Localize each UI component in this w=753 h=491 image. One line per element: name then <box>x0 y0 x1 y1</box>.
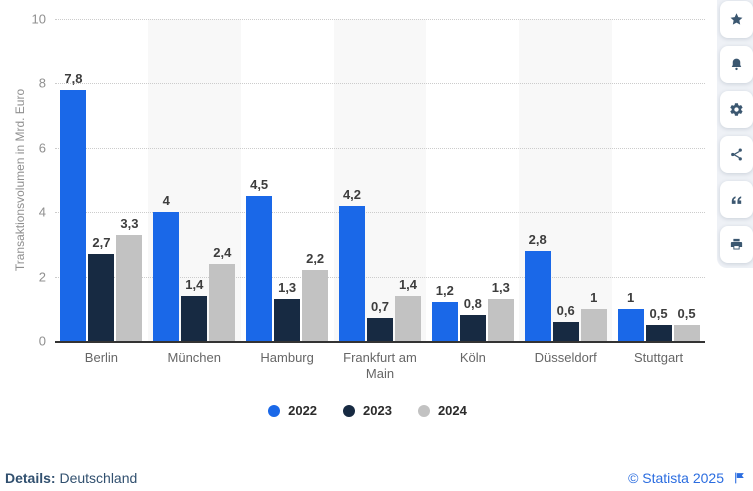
x-category-label: Hamburg <box>260 350 314 365</box>
legend: 2022 2023 2024 <box>0 403 735 418</box>
bar-2023-Hamburg[interactable] <box>274 299 301 341</box>
bar-2022-München[interactable] <box>153 212 180 341</box>
y-tick-label: 0 <box>38 333 46 349</box>
bar-2024-Frankfurt am Main[interactable] <box>395 295 421 341</box>
share-icon <box>731 148 742 161</box>
toolbar-sidebar <box>717 0 753 268</box>
bar-2024-Hamburg[interactable] <box>302 270 329 341</box>
value-label: 2,7 <box>92 235 111 251</box>
bar-2024-München[interactable] <box>209 263 236 341</box>
x-category-label: Berlin <box>84 350 119 365</box>
value-label: 1,3 <box>491 280 510 296</box>
legend-item-2023[interactable]: 2023 <box>343 403 392 418</box>
legend-marker <box>268 404 281 417</box>
value-label: 1,4 <box>185 276 204 292</box>
details-note: Details: Deutschland <box>5 470 137 486</box>
value-label: 4,2 <box>342 186 362 202</box>
details-value: Deutschland <box>55 470 138 486</box>
share-button[interactable] <box>720 136 753 173</box>
quote-button[interactable] <box>720 181 753 218</box>
bar-2023-München[interactable] <box>181 295 208 341</box>
value-label: 4 <box>162 193 170 209</box>
y-tick-label: 10 <box>31 11 46 27</box>
bar-2023-Düsseldorf[interactable] <box>552 321 579 341</box>
legend-label: 2023 <box>363 403 392 418</box>
gridline <box>55 212 705 214</box>
gridline <box>55 147 705 149</box>
bar-2022-Frankfurt am Main[interactable] <box>339 205 365 341</box>
gridline <box>55 83 705 85</box>
bar-2023-Frankfurt am Main[interactable] <box>367 318 393 341</box>
value-label: 0,7 <box>370 299 390 315</box>
bar-2024-Köln[interactable] <box>487 299 514 341</box>
legend-label: 2024 <box>437 403 467 418</box>
gridline <box>55 19 705 20</box>
x-category-label: Frankfurt am Main <box>343 350 417 381</box>
y-tick-label: 6 <box>38 140 46 156</box>
value-label: 0,5 <box>677 305 696 321</box>
x-category-label: Köln <box>459 350 486 365</box>
x-category-label: Stuttgart <box>633 350 684 365</box>
printer-icon <box>730 238 743 250</box>
bar-2024-Düsseldorf[interactable] <box>580 308 607 341</box>
value-label: 7,8 <box>64 70 83 86</box>
plot-area: 0 2 4 6 8 10 7,8 4 4,5 4,2 1,2 2,8 1 2,7 1,4 1,3 0,7 0,8 0… <box>32 12 705 381</box>
x-category-label: München <box>167 350 221 365</box>
value-label: 2,8 <box>528 231 547 247</box>
bar-2022-Hamburg[interactable] <box>246 196 273 341</box>
gear-icon <box>730 103 743 116</box>
legend-label: 2022 <box>288 403 318 418</box>
bar-2023-Berlin[interactable] <box>88 254 115 341</box>
details-label: Details: <box>5 470 56 486</box>
star-icon <box>730 13 743 25</box>
y-tick-label: 8 <box>38 75 46 91</box>
legend-item-2022[interactable]: 2022 <box>268 403 317 418</box>
y-tick-label: 4 <box>38 204 46 220</box>
value-label: 2,2 <box>306 251 325 267</box>
value-label: 2,4 <box>213 244 232 260</box>
bar-2024-Stuttgart[interactable] <box>673 324 700 341</box>
value-label: 1 <box>590 289 598 305</box>
bar-2022-Berlin[interactable] <box>60 89 87 341</box>
x-category-label: Düsseldorf <box>534 350 597 365</box>
bar-2022-Köln[interactable] <box>431 302 458 341</box>
bar-2024-Berlin[interactable] <box>116 234 143 341</box>
bar-2023-Köln[interactable] <box>459 315 486 341</box>
statista-copyright-link[interactable]: © Statista 2025 <box>628 470 724 486</box>
printer-button[interactable] <box>720 226 753 263</box>
value-label: 0,6 <box>556 302 575 318</box>
bell-icon <box>731 58 742 71</box>
value-label: 3,3 <box>120 215 139 231</box>
footer-right: © Statista 2025 <box>628 470 746 486</box>
y-tick-label: 2 <box>38 269 46 285</box>
flag-icon[interactable] <box>733 471 746 485</box>
value-label: 1,4 <box>398 276 418 292</box>
legend-marker <box>343 404 356 417</box>
value-label: 0,8 <box>463 296 482 312</box>
y-axis-title: Transaktionsvolumen in Mrd. Euro <box>13 88 27 272</box>
bar-2022-Stuttgart[interactable] <box>617 308 644 341</box>
value-label: 0,5 <box>649 305 668 321</box>
value-label: 4,5 <box>250 177 269 193</box>
star-button[interactable] <box>720 1 753 38</box>
legend-item-2024[interactable]: 2024 <box>417 403 467 418</box>
bell-button[interactable] <box>720 46 753 83</box>
gridline <box>55 276 705 278</box>
bar-2022-Düsseldorf[interactable] <box>524 250 551 341</box>
value-label: 1,2 <box>435 283 454 299</box>
value-label: 1 <box>626 289 635 305</box>
bar-2023-Stuttgart[interactable] <box>645 324 672 341</box>
gear-button[interactable] <box>720 91 753 128</box>
quote-icon <box>731 196 742 204</box>
value-label: 1,3 <box>278 280 297 296</box>
legend-marker <box>417 404 430 417</box>
